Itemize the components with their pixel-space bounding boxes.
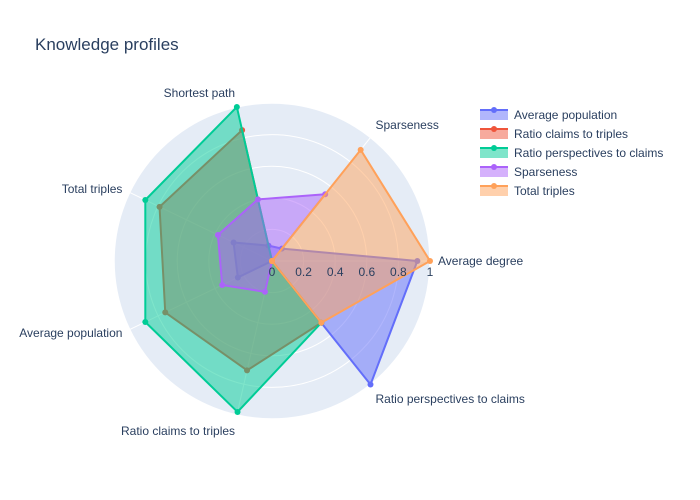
- axis-label: Average degree: [438, 254, 524, 268]
- legend-label: Ratio claims to triples: [514, 127, 628, 141]
- radial-tick-label: 0.4: [327, 265, 344, 279]
- legend-item[interactable]: Average population: [480, 107, 617, 122]
- legend-item[interactable]: Ratio perspectives to claims: [480, 145, 663, 160]
- legend-swatch: [480, 110, 508, 120]
- legend-marker: [491, 183, 497, 189]
- radial-tick-label: 0.8: [390, 265, 407, 279]
- radial-tick-label: 1: [427, 265, 434, 279]
- data-point: [142, 319, 149, 326]
- data-point: [427, 258, 433, 264]
- axis-labels: Average degree Sparseness Shortest path Tot…: [19, 86, 525, 438]
- radial-tick-label: 0.6: [358, 265, 375, 279]
- legend-label: Ratio perspectives to claims: [514, 146, 663, 160]
- axis-label: Average population: [19, 326, 122, 340]
- data-point: [142, 196, 149, 203]
- legend-item[interactable]: Ratio claims to triples: [480, 126, 628, 141]
- legend-label: Total triples: [514, 184, 575, 198]
- series-total-triples: [269, 146, 433, 326]
- radial-tick-label: 0.2: [295, 265, 312, 279]
- radial-ticks: 0 0.2 0.4 0.6 0.8 1: [269, 265, 434, 279]
- data-point: [269, 258, 275, 264]
- legend-swatch: [480, 148, 508, 158]
- legend-marker: [491, 126, 497, 132]
- legend-swatch: [480, 129, 508, 139]
- legend-marker: [491, 145, 497, 151]
- axis-label: Ratio perspectives to claims: [375, 392, 524, 406]
- legend-item[interactable]: Sparseness: [480, 164, 577, 179]
- radial-tick-label: 0: [269, 265, 276, 279]
- legend-swatch: [480, 186, 508, 196]
- data-point: [367, 381, 374, 388]
- legend[interactable]: Average population Ratio claims to triple…: [480, 107, 663, 198]
- legend-label: Average population: [514, 108, 617, 122]
- legend-swatch: [480, 167, 508, 177]
- series-layer: [142, 103, 433, 415]
- data-point: [214, 231, 221, 238]
- axis-label: Sparseness: [375, 118, 438, 132]
- data-point: [233, 103, 240, 110]
- data-point: [357, 146, 364, 153]
- chart-title: Knowledge profiles: [35, 35, 179, 54]
- legend-marker: [491, 164, 497, 170]
- data-point: [318, 319, 325, 326]
- axis-label: Shortest path: [164, 86, 235, 100]
- data-point: [234, 408, 241, 415]
- data-point: [254, 196, 261, 203]
- legend-item[interactable]: Total triples: [480, 183, 575, 198]
- data-point: [261, 288, 268, 295]
- legend-label: Sparseness: [514, 165, 577, 179]
- axis-label: Ratio claims to triples: [121, 424, 235, 438]
- legend-marker: [491, 107, 497, 113]
- axis-label: Total triples: [62, 182, 123, 196]
- data-point: [219, 281, 226, 288]
